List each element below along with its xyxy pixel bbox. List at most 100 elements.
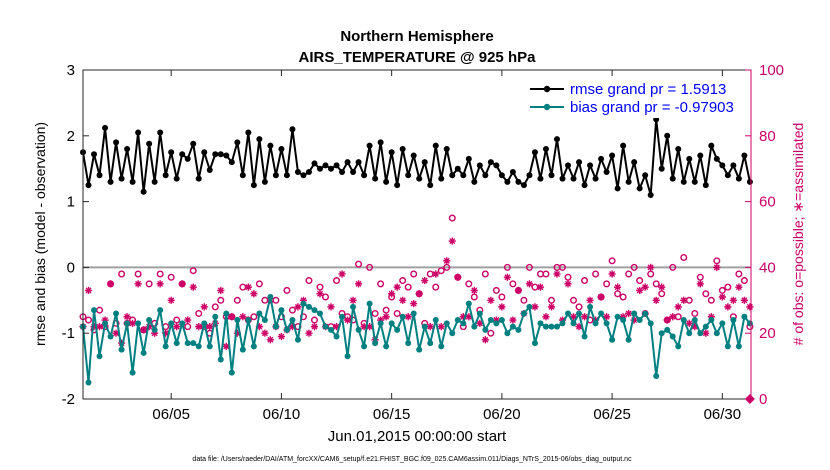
bias-point <box>730 317 737 324</box>
obs-possible-point <box>404 283 412 291</box>
rmse-point <box>647 192 654 199</box>
obs-possible-point <box>377 280 385 288</box>
obs-possible-point <box>680 254 688 262</box>
bias-point <box>658 330 665 337</box>
obs-assimilated-point <box>327 303 335 311</box>
obs-possible-point <box>173 316 181 324</box>
rmse-point <box>603 168 610 175</box>
obs-possible-point <box>619 293 627 301</box>
obs-assimilated-point <box>608 270 616 278</box>
obs-assimilated-point <box>525 280 534 288</box>
rmse-point <box>410 152 417 159</box>
obs-assimilated-point <box>740 296 748 304</box>
obs-possible-point <box>233 296 241 304</box>
obs-possible-point <box>492 286 500 294</box>
obs-possible-point <box>707 296 715 304</box>
rmse-point <box>625 178 632 185</box>
obs-possible-point <box>696 273 704 281</box>
obs-assimilated-point <box>680 296 688 304</box>
bias-point <box>107 333 114 340</box>
bias-point <box>394 326 401 333</box>
bias-point <box>234 317 241 324</box>
rmse-point <box>735 175 742 182</box>
bias-point <box>91 307 98 314</box>
bias-point <box>454 317 461 324</box>
obs-assimilated-point <box>338 270 346 278</box>
bias-point <box>377 320 384 327</box>
obs-assimilated-point <box>465 313 473 321</box>
obs-assimilated-point <box>619 313 627 321</box>
bias-point <box>702 323 709 330</box>
rmse-point <box>140 188 147 195</box>
rmse-point <box>432 142 439 149</box>
bias-point <box>432 317 439 324</box>
bias-point <box>179 320 186 327</box>
bias-point <box>195 343 202 350</box>
obs-assimilated-point <box>746 303 754 311</box>
chart-title-line2: AIRS_TEMPERATURE @ 925 hPa <box>299 49 537 66</box>
bias-point <box>664 326 671 333</box>
bias-point <box>476 310 483 317</box>
bias-point <box>372 340 379 347</box>
obs-assimilated-point <box>217 286 225 295</box>
rmse-point <box>680 178 687 185</box>
bias-point <box>647 320 654 327</box>
obs-possible-point <box>443 263 451 271</box>
rmse-point <box>361 172 368 179</box>
obs-possible-point <box>145 280 153 288</box>
right-tick-label: 100 <box>759 62 784 79</box>
obs-assimilated-point <box>718 293 726 301</box>
rmse-point <box>394 182 401 189</box>
bias-point <box>542 323 549 330</box>
bias-point <box>416 346 423 353</box>
obs-assimilated-point <box>184 316 192 324</box>
rmse-point <box>234 139 241 146</box>
left-y-axis-label: rmse and bias (model - observation) <box>32 122 48 346</box>
obs-possible-point <box>437 267 445 275</box>
rmse-point <box>322 162 329 169</box>
rmse-point <box>449 172 456 179</box>
bias-point <box>460 320 467 327</box>
bias-point <box>405 340 412 347</box>
obs-assimilated-point <box>729 296 737 304</box>
obs-assimilated-point <box>481 336 489 344</box>
obs-possible-point <box>189 267 197 275</box>
obs-assimilated-point <box>503 273 511 281</box>
bias-point <box>438 343 445 350</box>
bias-point <box>184 340 191 347</box>
obs-assimilated-point <box>547 303 556 311</box>
obs-possible-point <box>283 286 291 294</box>
obs-possible-point <box>250 313 258 321</box>
obs-possible-point <box>570 296 578 304</box>
obs-assimilated-point <box>206 323 214 331</box>
rmse-point <box>498 172 505 179</box>
obs-possible-point <box>669 263 677 271</box>
bias-point <box>129 369 136 376</box>
rmse-point <box>531 149 538 156</box>
bias-point <box>212 313 219 320</box>
obs-assimilated-point <box>173 323 181 331</box>
bias-point <box>261 317 268 324</box>
rmse-point <box>278 145 285 152</box>
bias-point <box>642 310 649 317</box>
obs-possible-point <box>581 277 589 285</box>
rmse-point <box>399 145 406 152</box>
left-tick-label: 1 <box>67 194 75 211</box>
bias-point <box>631 310 638 317</box>
x-tick-label: 06/05 <box>152 406 190 423</box>
obs-assimilated-point <box>602 313 611 321</box>
bias-point <box>140 349 147 356</box>
obs-assimilated-point <box>580 313 589 321</box>
obs-assimilated-point <box>492 316 500 324</box>
bias-point <box>267 294 274 301</box>
rmse-point <box>515 178 522 185</box>
bias-point <box>509 323 516 330</box>
obs-assimilated-point <box>299 296 308 304</box>
obs-assimilated-point <box>343 316 352 324</box>
rmse-point <box>493 162 500 169</box>
obs-assimilated-point <box>707 313 715 321</box>
bias-point <box>609 336 616 343</box>
bias-point <box>339 313 346 320</box>
bias-point <box>493 320 500 327</box>
right-y-axis: 0 20 40 60 80 100 <box>745 62 784 408</box>
